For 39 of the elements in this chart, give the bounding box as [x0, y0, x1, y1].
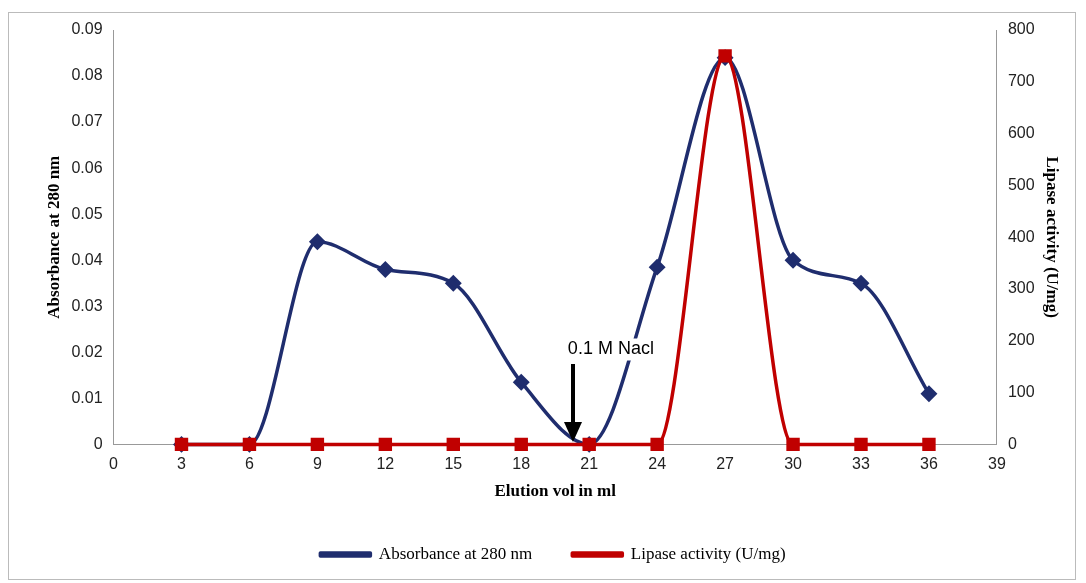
x-tick-label: 18	[512, 455, 531, 473]
y2-tick-label: 600	[1007, 124, 1035, 142]
y-tick-label: 0	[93, 434, 103, 452]
y-tick-label: 0.08	[71, 66, 103, 84]
x-tick-label: 6	[244, 455, 254, 473]
y-tick-label: 0.02	[71, 342, 103, 360]
x-tick-label: 36	[920, 455, 938, 473]
y2-tick-label: 300	[1007, 279, 1035, 297]
y2-tick-label: 800	[1007, 20, 1035, 38]
y-tick-label: 0.09	[71, 20, 103, 38]
annotation: 0.1 M Nacl	[567, 338, 654, 359]
y-tick-label: 0.03	[71, 296, 103, 314]
y2-axis-title: Lipase activity (U/mg)	[1043, 156, 1063, 318]
x-tick-label: 33	[852, 455, 870, 473]
x-tick-label: 39	[988, 455, 1006, 473]
x-tick-label: 15	[444, 455, 463, 473]
y2-tick-label: 700	[1007, 72, 1035, 90]
y-axis-title: Absorbance at 280 nm	[43, 155, 63, 319]
x-axis-title: Elution vol in ml	[494, 481, 617, 501]
x-tick-label: 21	[580, 455, 599, 473]
y-tick-label: 0.01	[71, 388, 103, 406]
x-tick-label: 30	[784, 455, 803, 473]
x-tick-label: 3	[177, 455, 187, 473]
y2-tick-label: 500	[1007, 175, 1035, 193]
x-tick-label: 9	[312, 455, 322, 473]
y-tick-label: 0.06	[71, 158, 103, 176]
x-tick-label: 0	[109, 455, 119, 473]
x-tick-label: 12	[376, 455, 395, 473]
legend-label: Lipase activity (U/mg)	[630, 543, 786, 563]
y-tick-label: 0.04	[71, 250, 103, 268]
x-tick-label: 24	[648, 455, 667, 473]
y-tick-label: 0.07	[71, 112, 103, 130]
y2-tick-label: 0	[1007, 434, 1017, 452]
legend-label: Absorbance at 280 nm	[378, 543, 533, 563]
y2-tick-label: 100	[1007, 383, 1035, 401]
y2-tick-label: 200	[1007, 331, 1035, 349]
y-tick-label: 0.05	[71, 204, 103, 222]
y2-tick-label: 400	[1007, 227, 1035, 245]
x-tick-label: 27	[716, 455, 735, 473]
